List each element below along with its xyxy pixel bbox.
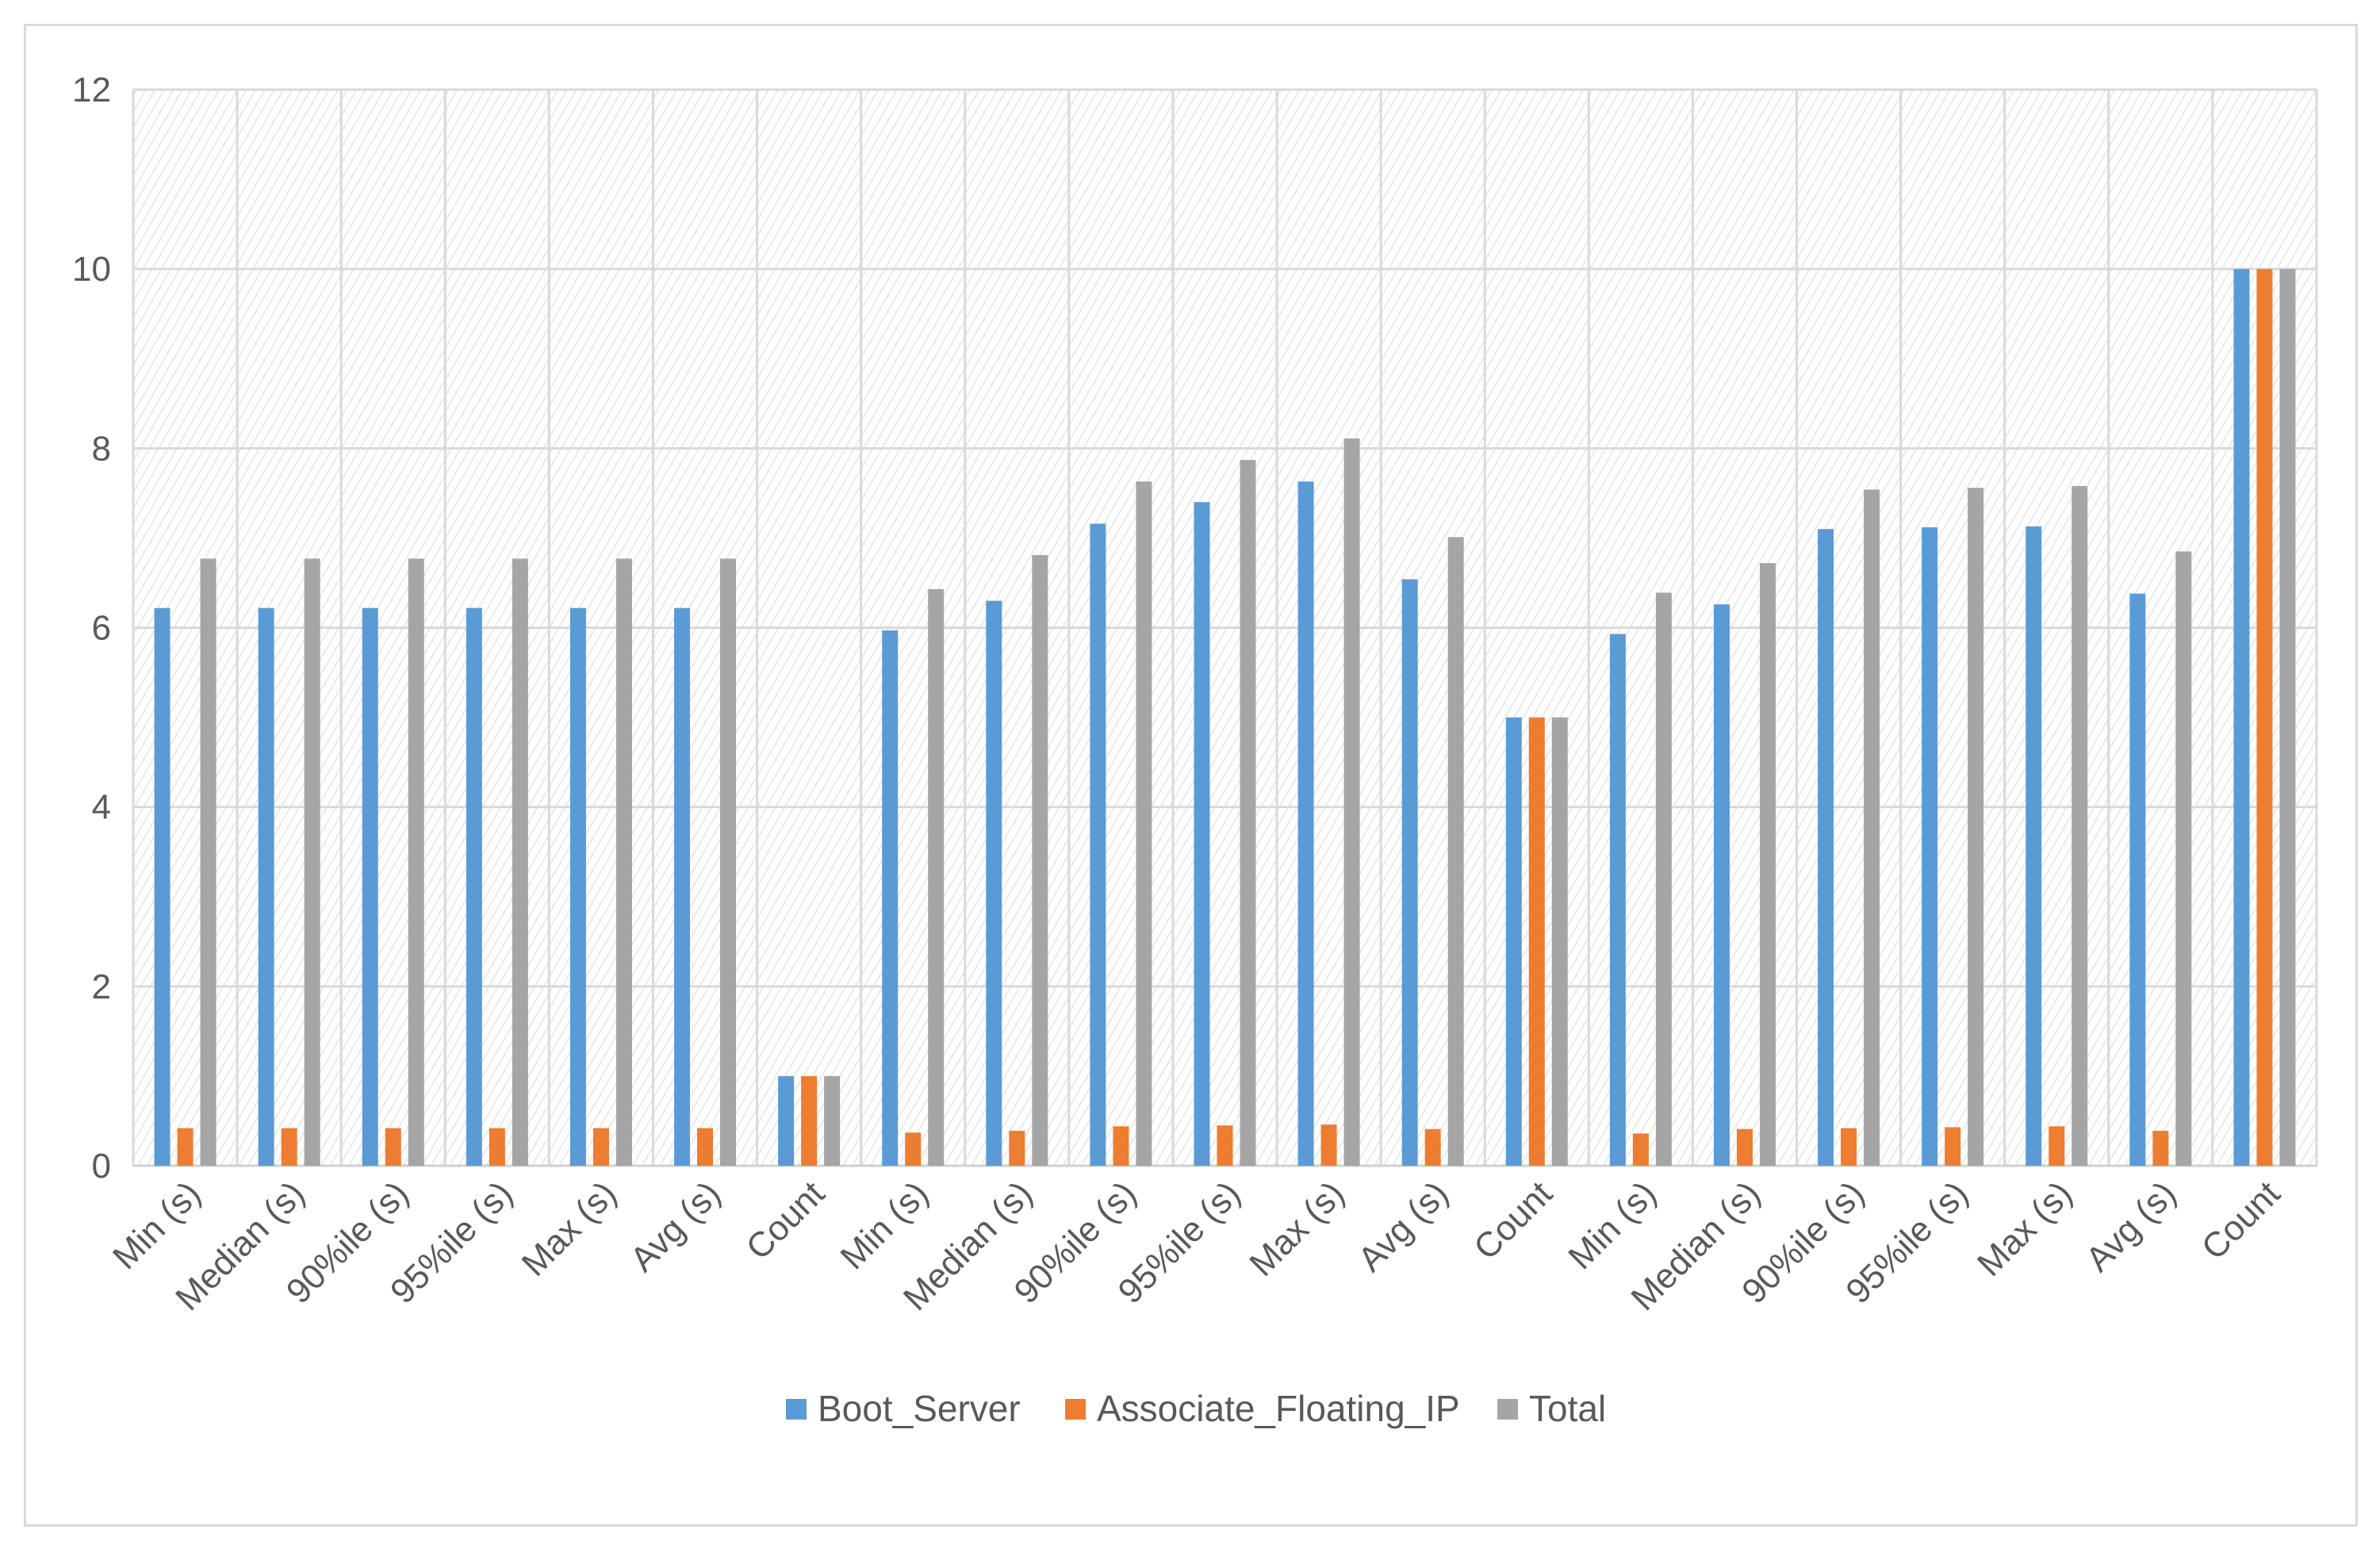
x-category-label: Count [739, 1174, 833, 1267]
bar-boot-server [1090, 523, 1106, 1166]
bar-total [2279, 269, 2296, 1167]
bar-total [1655, 592, 1672, 1166]
y-tick-label: 12 [72, 71, 111, 109]
y-tick-label: 10 [72, 250, 111, 289]
y-tick-label: 2 [92, 968, 111, 1006]
bar-total [1032, 554, 1048, 1166]
bar-associate-floating-ip [489, 1128, 505, 1166]
x-axis-category-labels: Min (s)Median (s)90%ile (s)95%ile (s)Max… [105, 1174, 2288, 1318]
bar-boot-server [674, 607, 691, 1166]
bar-associate-floating-ip [801, 1075, 818, 1166]
bar-boot-server [1194, 502, 1210, 1166]
bar-total [720, 558, 737, 1166]
bar-chart: 0 2 4 6 8 10 12 Min (s)Median (s)90%ile (s)95%… [72, 71, 2318, 1429]
x-category-label: Min (s) [1561, 1174, 1664, 1277]
bar-associate-floating-ip [281, 1128, 297, 1166]
bar-associate-floating-ip [385, 1128, 401, 1166]
bar-associate-floating-ip [1632, 1133, 1649, 1166]
bar-associate-floating-ip [697, 1128, 714, 1166]
bar-associate-floating-ip [592, 1128, 609, 1166]
bar-associate-floating-ip [1945, 1127, 1961, 1166]
bar-boot-server [1922, 527, 1938, 1166]
bar-associate-floating-ip [2048, 1126, 2065, 1166]
bar-total [2175, 551, 2192, 1166]
bar-total [928, 588, 945, 1166]
legend-swatch [1065, 1399, 1086, 1420]
bar-boot-server [2025, 526, 2042, 1166]
x-category-label: Avg (s) [623, 1174, 728, 1279]
legend-swatch [1497, 1399, 1518, 1420]
bar-boot-server [569, 607, 586, 1166]
x-category-label: Count [2194, 1174, 2288, 1267]
bar-boot-server [1713, 604, 1730, 1166]
bar-associate-floating-ip [2152, 1130, 2169, 1166]
y-tick-label: 0 [92, 1147, 111, 1186]
bar-total [408, 558, 424, 1166]
bar-boot-server [1609, 634, 1626, 1166]
bar-total [1136, 481, 1152, 1166]
bar-total [1343, 438, 1360, 1166]
bar-associate-floating-ip [1424, 1129, 1441, 1166]
bar-total [2071, 485, 2088, 1166]
bar-boot-server [2233, 269, 2250, 1167]
bar-associate-floating-ip [177, 1128, 194, 1166]
bar-boot-server [154, 607, 171, 1166]
bar-total [512, 558, 528, 1166]
bar-total [1447, 537, 1464, 1166]
bar-boot-server [778, 1075, 795, 1166]
bar-boot-server [466, 607, 482, 1166]
y-tick-label: 4 [92, 788, 111, 827]
bar-total [615, 558, 632, 1166]
bar-total [200, 558, 217, 1166]
x-category-label: Min (s) [105, 1174, 209, 1277]
bar-associate-floating-ip [905, 1132, 922, 1166]
bar-boot-server [362, 607, 378, 1166]
bar-associate-floating-ip [1113, 1126, 1129, 1166]
legend: Boot_Server Associate_Floating_IP Total [786, 1388, 1606, 1429]
bar-associate-floating-ip [1841, 1128, 1857, 1166]
bar-boot-server [1505, 717, 1522, 1166]
bar-total [1551, 717, 1568, 1166]
bar-total [1240, 460, 1256, 1166]
x-category-label: Max (s) [515, 1174, 624, 1283]
bar-boot-server [258, 607, 274, 1166]
y-axis-tick-labels: 0 2 4 6 8 10 12 [72, 71, 111, 1186]
y-tick-label: 6 [92, 609, 111, 648]
bar-total [1968, 488, 1984, 1166]
bar-associate-floating-ip [1528, 717, 1545, 1166]
bar-boot-server [882, 630, 899, 1166]
bar-associate-floating-ip [1736, 1129, 1753, 1166]
bar-boot-server [1401, 579, 1418, 1166]
bar-associate-floating-ip [1320, 1124, 1337, 1166]
x-category-label: Min (s) [834, 1174, 937, 1277]
bar-total [1864, 489, 1880, 1166]
x-category-label: Avg (s) [1351, 1174, 1456, 1279]
bar-associate-floating-ip [1009, 1130, 1025, 1166]
x-category-label: Max (s) [1242, 1174, 1351, 1283]
gridlines [132, 88, 2318, 1167]
chart-frame: 0 2 4 6 8 10 12 Min (s) Median (s) 90%ile (s) 95%… [24, 24, 2358, 1527]
bar-boot-server [986, 600, 1002, 1166]
legend-label: Total [1529, 1388, 1606, 1429]
bar-boot-server [1818, 529, 1834, 1166]
x-category-label: Max (s) [1970, 1174, 2079, 1283]
bar-boot-server [2129, 593, 2146, 1166]
bar-associate-floating-ip [1217, 1125, 1233, 1166]
x-category-label: Avg (s) [2079, 1174, 2184, 1279]
bar-total [1759, 563, 1776, 1166]
y-tick-label: 8 [92, 429, 111, 468]
legend-swatch [786, 1399, 807, 1420]
bar-total [824, 1075, 841, 1166]
bar-boot-server [1297, 481, 1314, 1166]
bar-total [304, 558, 320, 1166]
legend-label: Associate_Floating_IP [1097, 1388, 1460, 1429]
x-category-label: Count [1466, 1174, 1560, 1267]
bar-associate-floating-ip [2256, 269, 2273, 1167]
bars [154, 269, 2296, 1167]
legend-label: Boot_Server [818, 1388, 1021, 1429]
